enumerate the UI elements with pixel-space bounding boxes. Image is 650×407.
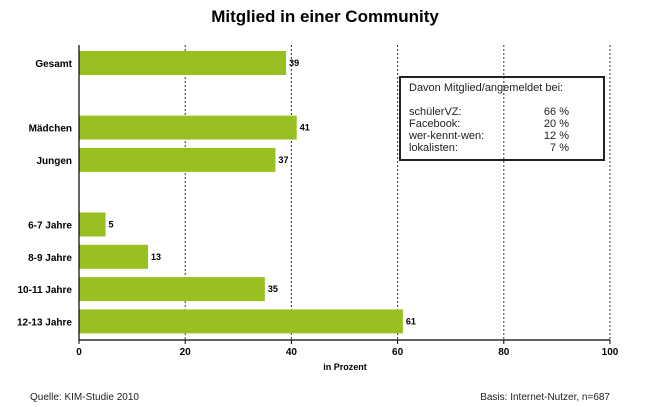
category-label: 6-7 Jahre	[28, 221, 72, 232]
data-label: 41	[300, 123, 310, 133]
data-label: 35	[268, 284, 278, 294]
inset-row: lokalisten: 7 %	[409, 142, 569, 154]
bar	[79, 147, 276, 172]
data-label: 13	[151, 252, 161, 262]
x-tick-label: 60	[392, 347, 404, 358]
inset-name: Facebook:	[409, 118, 461, 130]
data-label: 37	[278, 155, 288, 165]
inset-value: 20 %	[543, 118, 569, 130]
inset-value: 12 %	[543, 130, 569, 142]
category-label: 10-11 Jahre	[18, 285, 73, 296]
data-label: 39	[289, 58, 299, 68]
x-tick-label: 0	[76, 347, 82, 358]
basis-note: Basis: Internet-Nutzer, n=687	[480, 392, 610, 403]
category-label: 8-9 Jahre	[28, 253, 72, 264]
chart-title: Mitglied in einer Community	[211, 7, 439, 26]
x-tick-label: 20	[180, 347, 192, 358]
x-tick-label: 80	[498, 347, 510, 358]
bar	[79, 244, 149, 269]
bar	[79, 277, 265, 302]
category-label: Mädchen	[29, 124, 72, 135]
bar	[79, 115, 297, 140]
x-tick-label: 40	[286, 347, 298, 358]
category-label: Gesamt	[35, 59, 72, 70]
category-label: 12-13 Jahre	[17, 317, 72, 328]
bar	[79, 212, 106, 237]
inset-name: lokalisten:	[409, 142, 458, 154]
bar	[79, 309, 403, 334]
inset-row: schülerVZ: 66 %	[409, 106, 569, 118]
bar	[79, 51, 287, 75]
inset-name: schülerVZ:	[409, 106, 462, 118]
inset-row: wer-kennt-wen: 12 %	[409, 130, 569, 142]
inset-legend-box: Davon Mitglied/angemeldet bei: schülerVZ…	[399, 76, 605, 161]
inset-value: 7 %	[550, 142, 569, 154]
inset-heading: Davon Mitglied/angemeldet bei:	[409, 82, 564, 94]
x-tick-label: 100	[602, 347, 619, 358]
data-label: 5	[109, 220, 114, 230]
source-note: Quelle: KIM-Studie 2010	[30, 392, 139, 403]
inset-row: Facebook: 20 %	[409, 118, 569, 130]
inset-value: 66 %	[543, 106, 569, 118]
data-label: 61	[406, 316, 416, 326]
inset-name: wer-kennt-wen:	[409, 130, 485, 142]
category-label: Jungen	[36, 156, 72, 167]
x-axis-label: in Prozent	[323, 362, 367, 372]
